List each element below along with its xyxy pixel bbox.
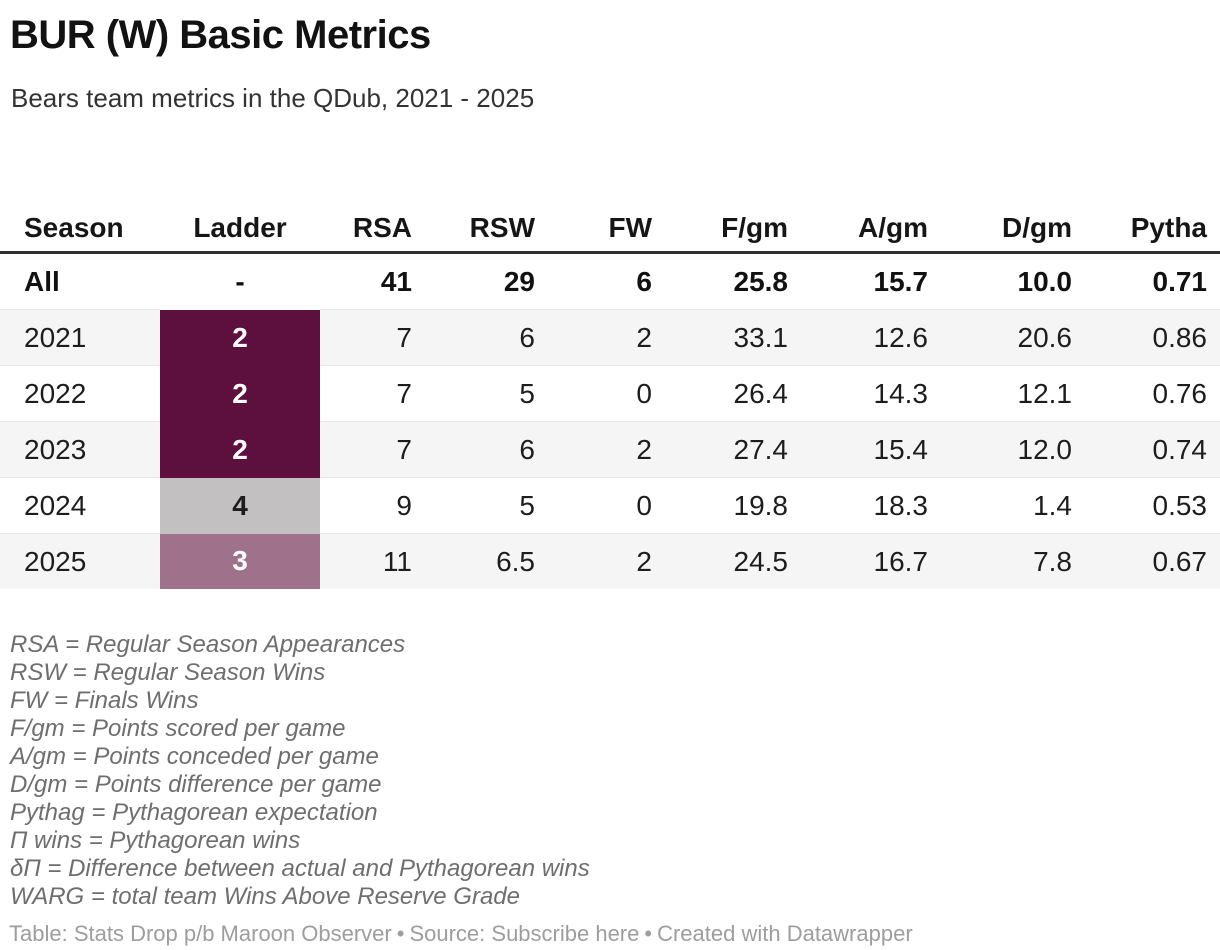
attribution-footer: Table: Stats Drop p/b Maroon Observer • So… [9,921,1220,947]
cell-d-per-game: 7.8 [928,533,1072,589]
cell-d-per-game: 10.0 [1017,265,1073,297]
cell-rsw: 6 [412,309,535,366]
footnote-fgm: F/gm = Points scored per game [10,715,346,742]
footnote-fw: FW = Finals Wins [10,687,199,714]
column-header-agm: A/gm [858,212,928,243]
cell-season: 2025 [0,533,160,589]
cell-rsa: 7 [320,309,412,366]
cell-a-per-game: 15.7 [873,265,929,297]
table-row: 2021 2 7 6 2 33.1 12.6 20.6 0.86 [0,309,1220,366]
column-header-fgm: F/gm [721,212,788,243]
cell-pythag: 0.67 [1072,533,1220,589]
footnote-rsw: RSW = Regular Season Wins [10,659,326,686]
cell-rsw: 6.5 [412,533,535,589]
datawrapper-credit: Created with Datawrapper [657,921,913,946]
cell-pythag: 0.71 [1152,265,1208,297]
metrics-table: Season Ladder RSA RSW FW F/gm A/gm D/gm … [0,205,1220,589]
table-row: 2022 2 7 5 0 26.4 14.3 12.1 0.76 [0,365,1220,422]
page-subtitle: Bears team metrics in the QDub, 2021 - 2… [11,83,535,113]
column-header-rsw: RSW [469,212,535,243]
cell-ladder-rank: 2 [160,421,320,478]
cell-d-per-game: 12.1 [928,365,1072,422]
cell-f-per-game: 19.8 [652,477,788,534]
separator-dot: • [396,921,405,946]
footnote-rsa: RSA = Regular Season Appearances [10,631,406,658]
cell-ladder-rank: 3 [160,533,320,589]
footnotes-block: RSA = Regular Season Appearances RSW = R… [10,631,1220,911]
table-row: 2023 2 7 6 2 27.4 15.4 12.0 0.74 [0,421,1220,478]
column-header-pythag: Pytha [1130,212,1207,243]
column-header-fw: FW [608,212,652,243]
cell-rsw: 6 [412,421,535,478]
cell-fw: 2 [535,533,652,589]
cell-ladder-rank: 4 [160,477,320,534]
cell-d-per-game: 1.4 [928,477,1072,534]
footnote-pi-wins: Π wins = Pythagorean wins [10,827,301,854]
cell-fw: 6 [636,265,652,297]
footnote-delta-pi: δΠ = Difference between actual and Pytha… [10,855,590,882]
cell-rsa: 41 [380,265,412,297]
cell-rsa: 11 [320,533,412,589]
cell-season: 2023 [0,421,160,478]
footnote-pythag: Pythag = Pythagorean expectation [10,799,378,826]
footnote-agm: A/gm = Points conceded per game [10,743,379,770]
cell-f-per-game: 33.1 [652,309,788,366]
cell-d-per-game: 12.0 [928,421,1072,478]
cell-a-per-game: 15.4 [788,421,928,478]
cell-rsw: 5 [412,365,535,422]
cell-rsw: 29 [503,265,535,297]
separator-dot: • [644,921,653,946]
column-header-dgm: D/gm [1002,212,1072,243]
footnote-warg: WARG = total team Wins Above Reserve Gra… [10,883,520,910]
cell-a-per-game: 14.3 [788,365,928,422]
cell-d-per-game: 20.6 [928,309,1072,366]
column-header-ladder: Ladder [193,212,287,243]
cell-season: 2022 [0,365,160,422]
cell-a-per-game: 18.3 [788,477,928,534]
cell-pythag: 0.74 [1072,421,1220,478]
cell-a-per-game: 16.7 [788,533,928,589]
cell-fw: 2 [535,421,652,478]
footnote-dgm: D/gm = Points difference per game [10,771,382,798]
cell-rsa: 7 [320,421,412,478]
cell-ladder-rank: 2 [160,309,320,366]
column-header-rsa: RSA [352,212,412,243]
table-row: 2025 3 11 6.5 2 24.5 16.7 7.8 0.67 [0,533,1220,589]
table-row: All - 41 29 6 25.8 15.7 10.0 0.71 [0,253,1220,310]
cell-f-per-game: 26.4 [652,365,788,422]
table-header-row: Season Ladder RSA RSW FW F/gm A/gm D/gm … [0,205,1220,253]
page-title: BUR (W) Basic Metrics [10,13,431,57]
table-body: All - 41 29 6 25.8 15.7 10.0 0.71 2021 2… [0,253,1220,589]
cell-rsa: 9 [320,477,412,534]
cell-ladder-rank: - [235,265,245,297]
cell-rsa: 7 [320,365,412,422]
source-label: Source: [409,921,486,946]
cell-season: All [24,265,60,297]
cell-fw: 0 [535,365,652,422]
cell-pythag: 0.53 [1072,477,1220,534]
cell-pythag: 0.76 [1072,365,1220,422]
cell-fw: 2 [535,309,652,366]
cell-fw: 0 [535,477,652,534]
cell-season: 2021 [0,309,160,366]
cell-pythag: 0.86 [1072,309,1220,366]
cell-a-per-game: 12.6 [788,309,928,366]
cell-f-per-game: 27.4 [652,421,788,478]
table-credit: Table: Stats Drop p/b Maroon Observer [9,921,392,946]
column-header-season: Season [24,212,124,243]
cell-season: 2024 [0,477,160,534]
table-row: 2024 4 9 5 0 19.8 18.3 1.4 0.53 [0,477,1220,534]
cell-f-per-game: 25.8 [733,265,789,297]
cell-ladder-rank: 2 [160,365,320,422]
cell-rsw: 5 [412,477,535,534]
source-link[interactable]: Subscribe here [491,921,640,946]
cell-f-per-game: 24.5 [652,533,788,589]
